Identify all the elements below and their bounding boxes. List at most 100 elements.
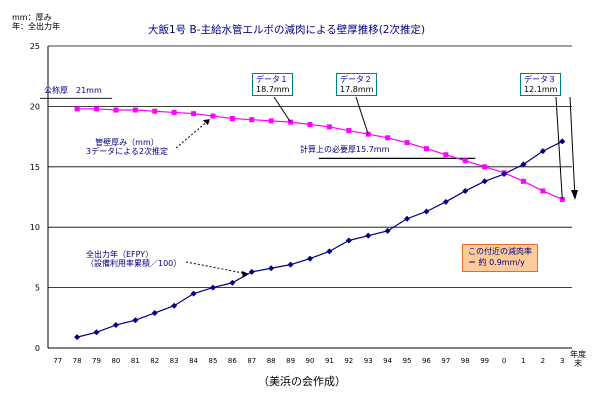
chart-title: 大飯1号 B-主給水管エルボの減肉による壁厚推移(2次推定) <box>148 24 426 36</box>
x-tick-label: 88 <box>267 357 276 365</box>
power-years-point <box>171 302 178 309</box>
wall-thickness-point <box>113 107 119 113</box>
x-tick-label: 86 <box>228 357 237 365</box>
wall-thickness-point <box>229 115 235 121</box>
x-tick-label: 78 <box>73 357 82 365</box>
power-years-point <box>462 187 469 194</box>
data1-title: データ１ <box>256 75 288 84</box>
data3-value: 12.1mm <box>524 84 558 94</box>
x-tick-label: 99 <box>480 357 489 365</box>
series-line-wall-thickness <box>77 108 563 200</box>
power-years-point <box>229 279 236 286</box>
power-years-point <box>404 215 411 222</box>
footer-credit: （美浜の会作成） <box>258 375 346 388</box>
power-years-label-line2: （設備利用率累積／100） <box>86 259 182 269</box>
x-tick-label: 98 <box>461 357 470 365</box>
wall-thickness-point <box>307 122 313 128</box>
y-axis-unit-label: mm：厚み 年：全出力年 <box>12 13 60 31</box>
x-tick-label: 82 <box>150 357 159 365</box>
power-years-label: 全出力年（EFPY） （設備利用率累積／100） <box>86 250 181 268</box>
annotation-arrows <box>175 96 578 278</box>
x-tick-label: 87 <box>247 357 256 365</box>
wall-thickness-point <box>346 128 352 134</box>
wall-thickness-point <box>385 135 391 141</box>
power-years-point <box>307 255 313 262</box>
x-tick-label: 93 <box>364 357 373 365</box>
y-tick-label: 10 <box>30 223 40 232</box>
x-axis-unit-line1: 年度 <box>570 350 586 359</box>
power-years-point <box>559 138 566 145</box>
power-years-point <box>442 198 449 205</box>
x-tick-label: 81 <box>131 357 140 365</box>
power-years-point <box>268 265 275 272</box>
series-lines <box>76 108 563 338</box>
x-tick-label: 95 <box>403 357 412 365</box>
wall-thickness-label-line1: 管壁厚み（mm） <box>95 138 159 147</box>
thinning-rate-line1: この付近の減肉率 <box>468 247 532 256</box>
required-thickness-label: 計算上の必要厚15.7mm <box>300 145 390 154</box>
wall-thickness-point <box>404 140 410 146</box>
x-tick-label: 94 <box>383 357 392 365</box>
data3-end-arrowhead <box>571 190 578 200</box>
power-years-point <box>287 261 294 268</box>
series-markers <box>74 106 566 341</box>
x-tick-label: 0 <box>502 357 506 365</box>
power-years-point <box>248 268 255 275</box>
wall-thickness-point <box>423 146 429 152</box>
thinning-rate-line2: ＝ 約 0.9mm/y <box>468 257 525 267</box>
y-tick-label: 5 <box>35 284 40 293</box>
wall-thickness-point <box>462 158 468 164</box>
x-tick-label: 77 <box>53 357 62 365</box>
x-tick-label: 90 <box>306 357 315 365</box>
data2-value: 17.8mm <box>340 84 374 94</box>
wall-thickness-point <box>74 106 80 112</box>
power-years-point <box>93 329 100 336</box>
wall-thickness-label: 管壁厚み（mm） 3データによる2次推定 <box>86 138 168 156</box>
power-years-point <box>423 208 430 215</box>
wall-thickness-point <box>249 117 255 123</box>
power-years-label-line1: 全出力年（EFPY） <box>86 250 154 259</box>
power-years-point <box>481 178 488 185</box>
wall-thickness-point <box>520 178 526 184</box>
y-tick-label: 0 <box>35 344 40 353</box>
wall-thickness-arrowhead <box>202 119 210 126</box>
power-years-point <box>501 171 508 178</box>
x-tick-label: 89 <box>286 357 295 365</box>
x-tick-label: 83 <box>170 357 179 365</box>
y-tick-label: 15 <box>30 163 40 172</box>
x-tick-label: 85 <box>209 357 218 365</box>
data3-leader <box>555 96 563 200</box>
wall-thickness-point <box>268 118 274 124</box>
x-tick-label: 3 <box>560 357 564 365</box>
wall-thickness-point <box>152 108 158 114</box>
power-years-point <box>132 317 139 324</box>
nominal-thickness-label: 公称厚 21mm <box>44 86 102 95</box>
wall-thickness-label-line2: 3データによる2次推定 <box>86 147 168 157</box>
power-years-point <box>112 322 119 329</box>
power-years-point <box>520 161 527 168</box>
power-years-point <box>365 232 372 239</box>
wall-thickness-arrow <box>175 119 210 149</box>
y-tick-label: 20 <box>30 102 40 111</box>
power-years-point <box>190 290 197 297</box>
data3-callout: データ３ 12.1mm <box>520 73 562 97</box>
power-years-arrowhead <box>241 270 249 278</box>
wall-thickness-point <box>191 111 197 117</box>
x-tick-label: 96 <box>422 357 431 365</box>
power-years-point <box>539 148 546 155</box>
power-years-point <box>326 248 333 255</box>
y-axis-unit-line2: 年：全出力年 <box>12 22 60 32</box>
x-tick-label: 2 <box>541 357 545 365</box>
power-years-arrow <box>185 261 248 275</box>
power-years-point <box>345 237 352 244</box>
x-axis-unit-label: 年度 末 <box>570 350 586 368</box>
data1-leader <box>273 96 292 123</box>
x-tick-label: 92 <box>344 357 353 365</box>
wall-thickness-point <box>443 152 449 158</box>
power-years-point <box>384 227 391 234</box>
x-axis-unit-line2: 末 <box>574 359 582 369</box>
x-tick-label: 79 <box>92 357 101 365</box>
x-tick-label: 97 <box>441 357 450 365</box>
